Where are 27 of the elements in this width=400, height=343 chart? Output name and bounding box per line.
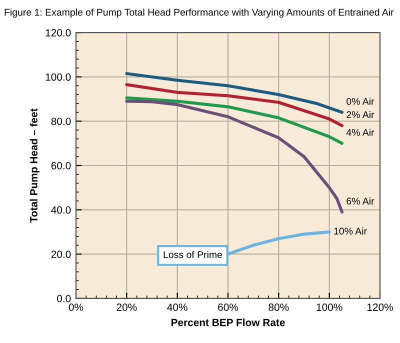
y-tick-label: 80.0 xyxy=(51,118,71,126)
y-tick-label: 100.0 xyxy=(46,73,71,81)
y-tick-label: 0.0 xyxy=(57,294,71,302)
y-tick-label: 60.0 xyxy=(51,162,71,170)
chart-title: Figure 1: Example of Pump Total Head Performance with Varying Amounts of Entrained Air xyxy=(4,8,394,18)
series-label: 4% Air xyxy=(346,128,374,136)
x-tick-label: 60% xyxy=(218,304,238,311)
annotation: Loss of Prime xyxy=(164,250,222,258)
x-tick-label: 100% xyxy=(316,304,342,311)
x-tick-label: 20% xyxy=(116,304,137,311)
x-tick-label: 80% xyxy=(268,304,289,311)
series-label: 0% Air xyxy=(346,98,374,105)
x-tick-label: 120% xyxy=(367,304,393,311)
line-series xyxy=(125,83,344,128)
x-tick-label: 0% xyxy=(68,304,84,311)
series-label: 2% Air xyxy=(346,111,374,118)
y-tick-label: 40.0 xyxy=(51,206,71,214)
line-series xyxy=(125,100,344,214)
series-label: 6% Air xyxy=(346,197,374,205)
y-tick-label: 120.0 xyxy=(46,29,71,36)
y-axis-title: Total Pump Head – feet xyxy=(30,108,40,223)
y-tick-label: 20.0 xyxy=(51,250,71,258)
series-label: 10% Air xyxy=(334,227,367,235)
x-axis-title: Percent BEP Flow Rate xyxy=(171,318,285,326)
x-tick-label: 40% xyxy=(167,304,188,311)
line-series xyxy=(125,72,344,114)
line-series xyxy=(125,96,344,145)
